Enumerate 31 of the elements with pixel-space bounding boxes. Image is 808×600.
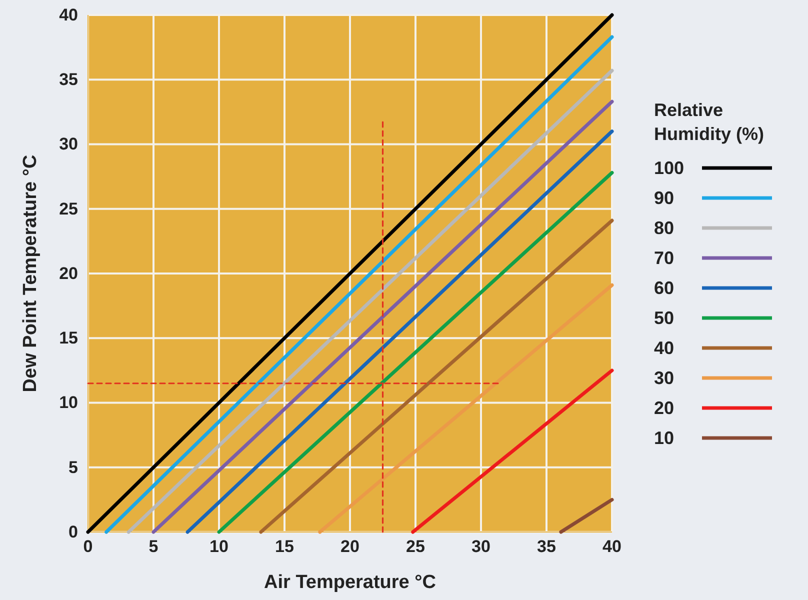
y-tick-label: 20 <box>59 264 78 283</box>
y-tick-label: 5 <box>68 458 78 477</box>
legend-label: 30 <box>654 368 674 388</box>
y-tick-label: 25 <box>59 199 78 218</box>
y-tick-label: 30 <box>59 134 78 154</box>
y-axis-title: Dew Point Temperature °C <box>20 154 41 392</box>
y-tick-label: 0 <box>68 522 78 542</box>
legend-label: 10 <box>654 428 674 448</box>
legend-label: 70 <box>654 248 674 268</box>
x-tick-label: 0 <box>83 537 93 556</box>
x-tick-label: 35 <box>537 537 556 556</box>
legend-label: 80 <box>654 218 674 238</box>
y-tick-label: 35 <box>59 70 78 90</box>
x-tick-label: 30 <box>472 537 490 556</box>
x-tick-label: 20 <box>340 537 360 556</box>
x-tick-label: 40 <box>602 537 622 556</box>
legend-label: 100 <box>654 158 684 178</box>
x-tick-label: 15 <box>275 537 294 556</box>
legend-label: 60 <box>654 278 674 298</box>
legend-label: 50 <box>654 308 674 328</box>
y-tick-label: 10 <box>59 393 78 412</box>
x-tick-label: 25 <box>406 537 425 556</box>
legend-label: 20 <box>654 398 674 418</box>
legend-title: Relative Humidity (%) <box>654 100 764 144</box>
legend-label: 40 <box>654 338 674 358</box>
legend-label: 90 <box>654 188 674 208</box>
x-tick-label: 10 <box>210 537 228 556</box>
y-tick-label: 40 <box>59 5 78 24</box>
y-tick-label: 15 <box>59 328 78 348</box>
x-tick-label: 5 <box>148 537 158 556</box>
x-axis-title: Air Temperature °C <box>264 572 436 593</box>
